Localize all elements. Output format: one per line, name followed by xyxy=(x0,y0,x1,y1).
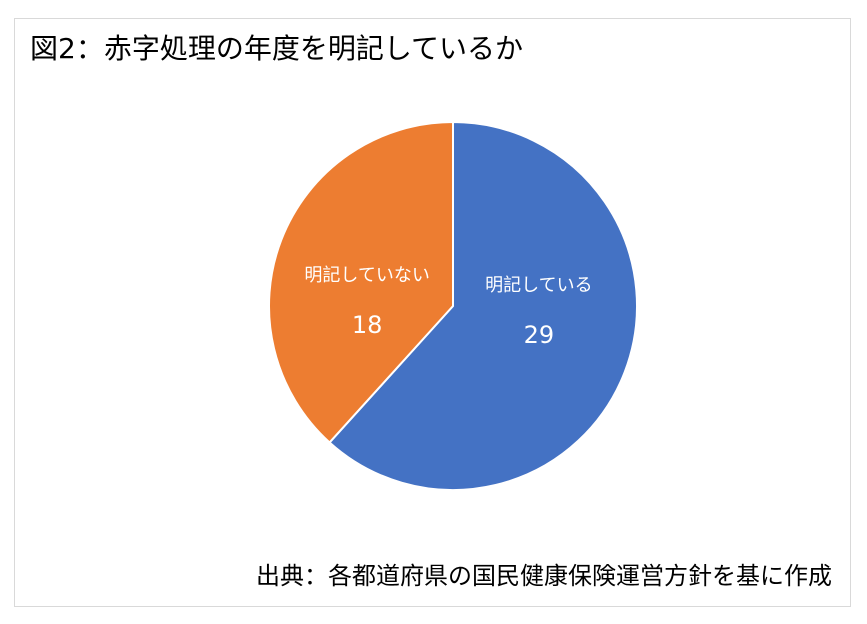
source-note: 出典：各都道府県の国民健康保険運営方針を基に作成 xyxy=(256,562,832,590)
slice-value: 29 xyxy=(524,321,555,349)
slice-label: 明記している xyxy=(485,275,592,296)
slice-value: 18 xyxy=(352,311,383,339)
chart-title: 図2：赤字処理の年度を明記しているか xyxy=(30,32,523,65)
pie-slice xyxy=(328,120,638,491)
pie-slice xyxy=(268,120,454,444)
slice-label: 明記していない xyxy=(304,265,429,286)
